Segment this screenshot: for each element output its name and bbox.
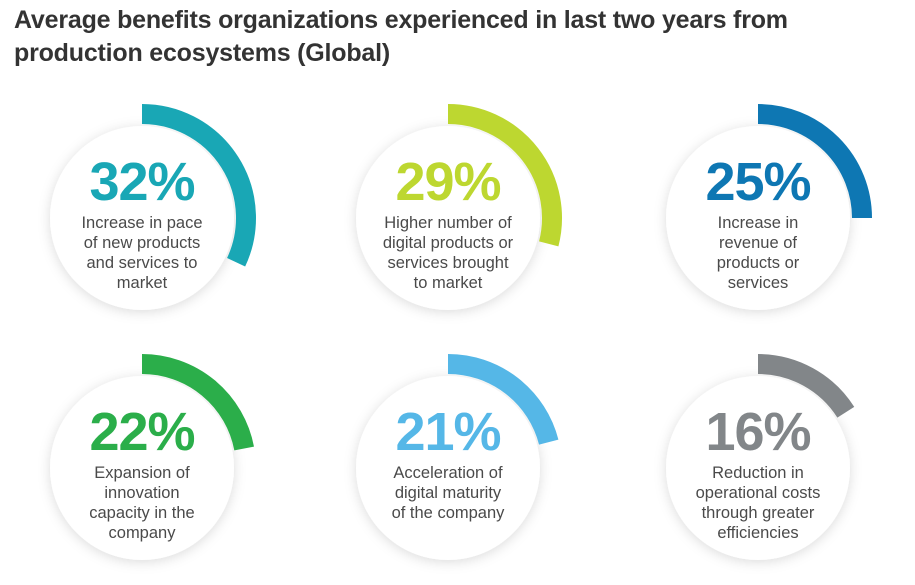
- progress-arc: [447, 354, 559, 445]
- chart-title: Average benefits organizations experienc…: [14, 6, 788, 67]
- description-line: Increase in pace: [81, 214, 202, 232]
- benefit-card: 16% Reduction in operational costs through …: [666, 354, 855, 560]
- description-line: services: [728, 274, 789, 292]
- description-line: operational costs: [696, 484, 821, 502]
- card-circle: [356, 126, 540, 310]
- description-line: market: [117, 274, 168, 292]
- benefit-card: 25% Increase in revenue of products or servi…: [666, 104, 872, 310]
- description-line: company: [109, 524, 177, 542]
- card-circle: [356, 376, 540, 560]
- percent-label: 16%: [705, 402, 810, 462]
- progress-arc: [757, 354, 855, 418]
- percent-label: 21%: [395, 402, 500, 462]
- progress-arc: [141, 104, 256, 267]
- description-line: of the company: [392, 504, 506, 522]
- benefit-card: 29% Higher number of digital products or se…: [356, 104, 562, 310]
- description-line: Expansion of: [94, 464, 190, 482]
- description-line: and services to: [87, 254, 198, 272]
- description-line: to market: [414, 274, 483, 292]
- description-line: digital products or: [383, 234, 514, 252]
- description-line: through greater: [702, 504, 815, 522]
- benefit-card: 32% Increase in pace of new products and se…: [50, 104, 256, 310]
- description-line: Reduction in: [712, 464, 804, 482]
- description-line: capacity in the: [89, 504, 194, 522]
- description-line: Higher number of: [384, 214, 512, 232]
- percent-label: 25%: [705, 152, 810, 212]
- description-line: revenue of: [719, 234, 797, 252]
- description-line: of new products: [84, 234, 200, 252]
- progress-arc: [141, 354, 254, 451]
- description-line: efficiencies: [717, 524, 798, 542]
- percent-label: 29%: [395, 152, 500, 212]
- card-circle: [666, 376, 850, 560]
- card-circle: [50, 126, 234, 310]
- card-circle: [666, 126, 850, 310]
- percent-label: 32%: [89, 152, 194, 212]
- description-line: digital maturity: [395, 484, 502, 502]
- benefit-card: 21% Acceleration of digital maturity of the…: [356, 354, 559, 560]
- description-line: products or: [717, 254, 800, 272]
- description-line: Acceleration of: [393, 464, 503, 482]
- card-circle: [50, 376, 234, 560]
- description-line: services brought: [387, 254, 508, 272]
- progress-arc: [757, 104, 872, 219]
- description-line: innovation: [104, 484, 179, 502]
- progress-arc: [447, 104, 562, 247]
- description-line: Increase in: [718, 214, 799, 232]
- benefit-card: 22% Expansion of innovation capacity in the…: [50, 354, 254, 560]
- percent-label: 22%: [89, 402, 194, 462]
